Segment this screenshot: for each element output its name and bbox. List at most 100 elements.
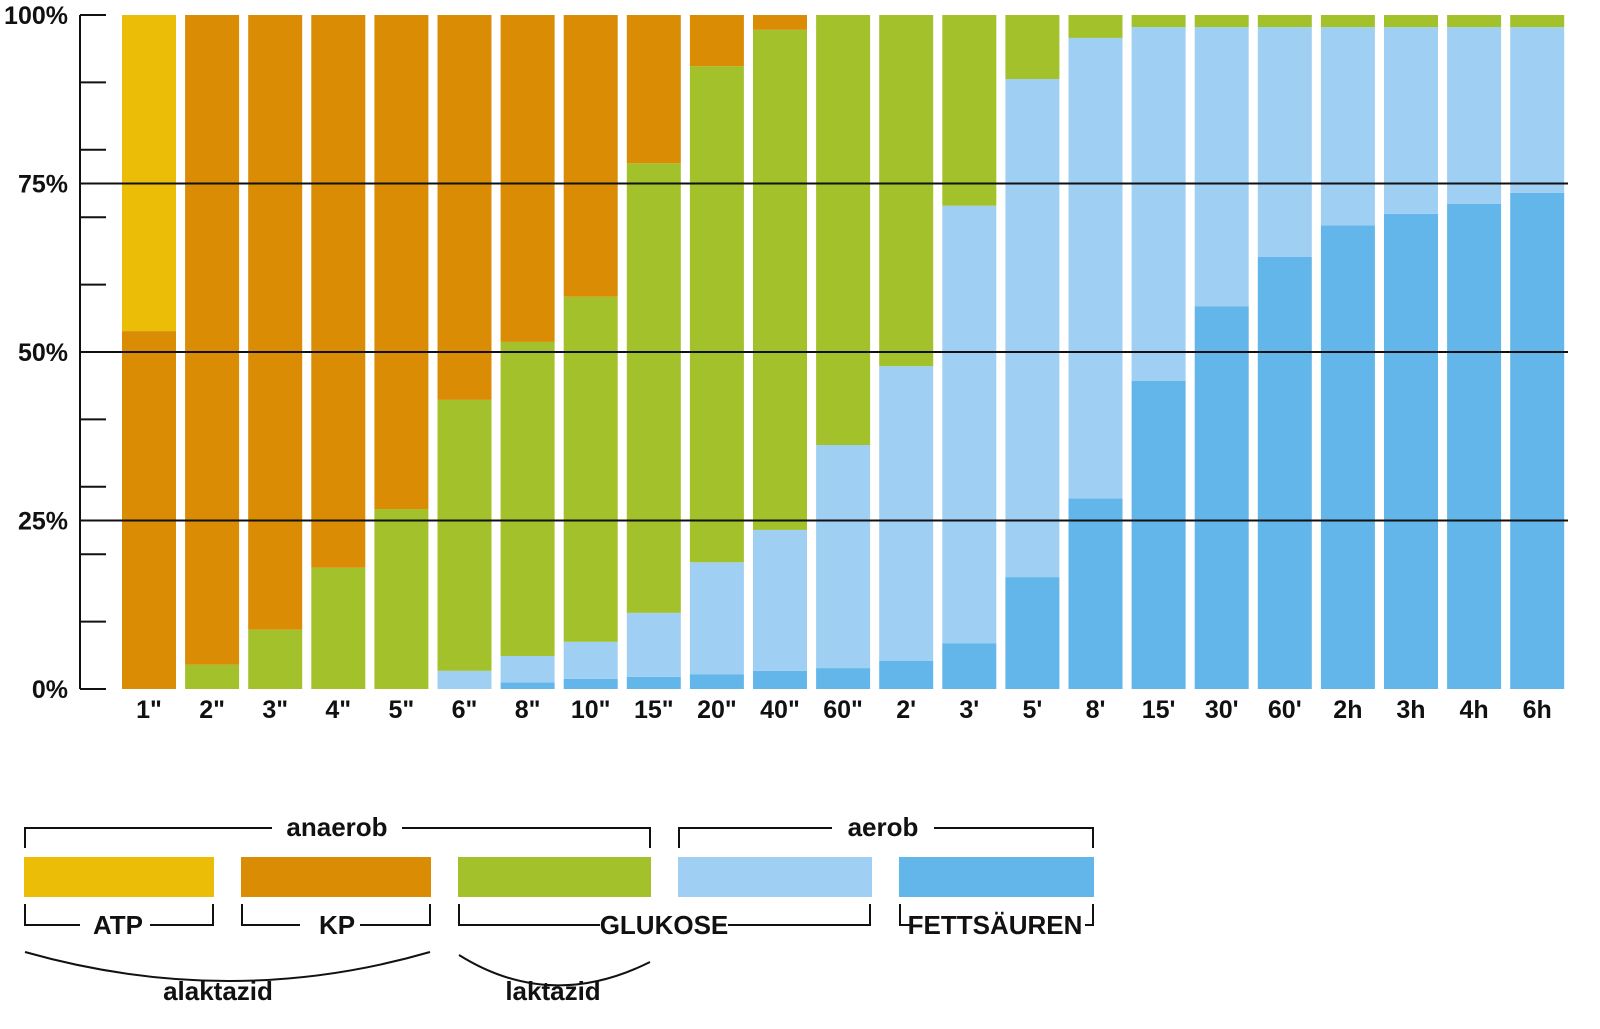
legend-swatch-atp xyxy=(24,857,214,897)
x-tick-label: 3h xyxy=(1396,696,1425,724)
bar-segment xyxy=(374,15,429,510)
x-tick-label: 6" xyxy=(452,696,478,724)
x-tick-label: 15' xyxy=(1142,696,1176,724)
alaktazid-arc xyxy=(24,951,431,982)
bar-segment xyxy=(1194,27,1249,307)
bar-segment xyxy=(879,15,934,367)
bar-segment xyxy=(753,529,807,671)
bar-segment xyxy=(1194,15,1249,28)
bars xyxy=(122,15,1565,689)
bar-segment xyxy=(1320,27,1375,226)
x-tick-label: 3' xyxy=(959,696,979,724)
bar-segment xyxy=(437,399,492,671)
bar-segment xyxy=(942,205,997,644)
bar-segment xyxy=(753,29,807,530)
aerob-bracket xyxy=(678,827,1094,848)
bar-segment xyxy=(626,15,681,164)
legend-alaktazid: alaktazid xyxy=(163,976,273,1006)
laktazid-arc xyxy=(458,954,651,987)
legend-swatch-glukose-aerob xyxy=(678,857,872,897)
bar-segment xyxy=(248,15,303,630)
x-tick-label: 8' xyxy=(1086,696,1106,724)
bar-segment xyxy=(689,674,744,689)
bar-segment xyxy=(1068,498,1123,689)
bar-segment xyxy=(1447,15,1502,28)
legend-glukose: GLUKOSE xyxy=(600,910,729,940)
bar-segment xyxy=(626,163,681,613)
x-tick-label: 30' xyxy=(1205,696,1239,724)
bar-segment xyxy=(689,15,744,67)
bar-segment xyxy=(1447,27,1502,204)
x-tick-label: 2h xyxy=(1333,696,1362,724)
bar-segment xyxy=(500,655,555,683)
x-tick-label: 15" xyxy=(634,696,674,724)
x-tick-label: 60" xyxy=(823,696,863,724)
bar-segment xyxy=(816,15,871,446)
glukose-bracket xyxy=(458,904,871,926)
bar-segment xyxy=(1005,577,1060,689)
bar-segment xyxy=(500,682,555,689)
bar-segment xyxy=(563,296,618,642)
bar-segment xyxy=(122,15,176,332)
x-tick-label: 40" xyxy=(760,696,800,724)
bar-segment xyxy=(879,660,934,689)
bar-segment xyxy=(1194,306,1249,689)
x-tick-label: 5" xyxy=(389,696,415,724)
bar-segment xyxy=(1131,380,1186,689)
bar-segment xyxy=(563,678,618,689)
legend-swatch-fettsaeuren xyxy=(899,857,1094,897)
x-tick-label: 2" xyxy=(199,696,225,724)
bar-segment xyxy=(816,445,871,669)
bar-segment xyxy=(1510,15,1565,28)
bar-segment xyxy=(1510,27,1565,193)
y-tick-label: 0% xyxy=(32,676,68,704)
bar-segment xyxy=(437,15,492,400)
bar-segment xyxy=(500,15,555,342)
grid xyxy=(80,182,1568,522)
bar-segment xyxy=(500,341,555,656)
bar-segment xyxy=(563,641,618,679)
x-tick-label: 1" xyxy=(136,696,162,724)
bar-segment xyxy=(1131,15,1186,28)
y-axis: 0% 25% 50% 75% 100% xyxy=(4,2,106,704)
y-tick-label: 50% xyxy=(18,339,68,367)
bar-segment xyxy=(942,643,997,689)
y-tick-label: 75% xyxy=(18,171,68,199)
bar-segment xyxy=(1257,15,1312,28)
bar-segment xyxy=(1384,213,1438,689)
bar-segment xyxy=(185,15,240,665)
bar-segment xyxy=(1257,256,1312,689)
bar-segment xyxy=(1384,27,1438,214)
bar-segment xyxy=(626,676,681,689)
bar-segment xyxy=(1068,37,1123,499)
bar-segment xyxy=(942,15,997,206)
x-tick-label: 20" xyxy=(697,696,737,724)
legend-swatch-kp xyxy=(241,857,431,897)
y-tick-label: 100% xyxy=(4,2,68,30)
legend-laktazid: laktazid xyxy=(505,976,600,1006)
x-tick-label: 5' xyxy=(1022,696,1042,724)
bar-segment xyxy=(1068,15,1123,38)
legend-fettsaeuren: FETTSÄUREN xyxy=(908,910,1083,940)
x-tick-label: 10" xyxy=(571,696,611,724)
kp-bracket xyxy=(241,904,431,926)
bar-segment xyxy=(1384,15,1438,28)
bar-segment xyxy=(816,668,871,689)
x-tick-label: 6h xyxy=(1523,696,1552,724)
x-tick-labels: 1" 2" 3" 4" 5" 6" 8" 10" 15" 20" 40" 60" 2' 3' 5' 8' 15'… xyxy=(136,696,1552,724)
legend-aerob: aerob xyxy=(848,812,919,842)
x-tick-label: 2' xyxy=(896,696,916,724)
bar-segment xyxy=(122,331,176,689)
bar-segment xyxy=(437,670,492,689)
legend-kp: KP xyxy=(319,910,355,940)
bar-segment xyxy=(1131,27,1186,381)
legend-anaerob: anaerob xyxy=(286,812,387,842)
legend-swatch-glukose-anaerob xyxy=(458,857,651,897)
legend-atp: ATP xyxy=(93,910,143,940)
bar-segment xyxy=(185,664,240,689)
bar-segment xyxy=(311,15,366,568)
atp-bracket xyxy=(24,904,214,926)
bar-segment xyxy=(1447,203,1502,689)
bar-segment xyxy=(1257,27,1312,257)
